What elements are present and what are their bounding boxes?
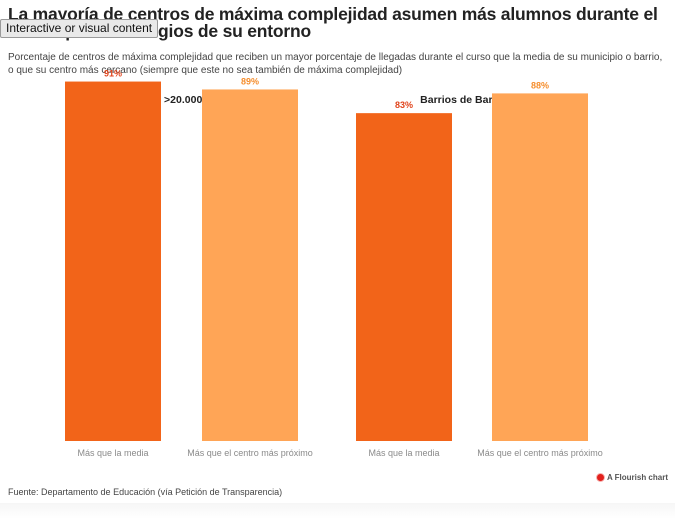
value-label-barcelona-media: 83% [395, 100, 413, 110]
footer-divider [0, 503, 675, 519]
source-note: Fuente: Departamento de Educación (vía P… [8, 487, 283, 497]
category-label-media: Más que la media [368, 448, 439, 458]
interactive-content-badge: Interactive or visual content [0, 19, 159, 38]
category-label-centro-proximo: Más que el centro más próximo [477, 448, 603, 458]
bar-barcelona-mas-que-la-media[interactable] [356, 113, 452, 442]
value-label-municipios-centro: 89% [241, 76, 259, 86]
value-label-barcelona-centro: 88% [531, 80, 549, 90]
category-label-media: Más que la media [77, 448, 148, 458]
flourish-credit-label: A Flourish chart [606, 473, 668, 482]
bar-municipios-mas-que-la-media[interactable] [65, 81, 161, 442]
value-label-municipios-media: 91% [104, 69, 122, 79]
flourish-logo-icon [596, 474, 604, 481]
category-label-centro-proximo: Más que el centro más próximo [187, 448, 313, 458]
chart-subtitle: Porcentaje de centros de máxima compleji… [8, 52, 663, 76]
bar-municipios-mas-que-centro-proximo[interactable] [202, 89, 298, 441]
flourish-credit[interactable]: A Flourish chart [596, 473, 668, 482]
bar-barcelona-mas-que-centro-proximo[interactable] [492, 93, 588, 442]
